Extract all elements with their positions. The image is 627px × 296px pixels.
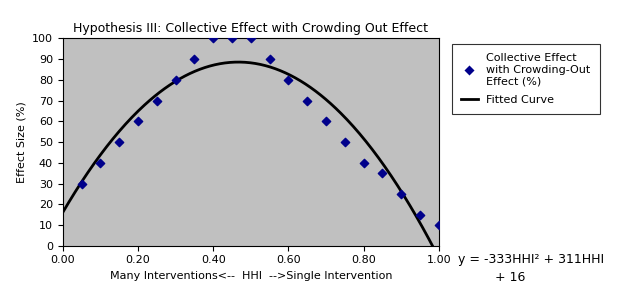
- Point: [95, 160, 105, 165]
- Y-axis label: Effect Size (%): Effect Size (%): [16, 101, 26, 183]
- Text: y = -333HHI² + 311HHI: y = -333HHI² + 311HHI: [458, 253, 604, 266]
- Point: [283, 78, 293, 82]
- Point: [152, 98, 162, 103]
- Point: [189, 57, 199, 62]
- Point: [377, 171, 387, 176]
- Text: + 16: + 16: [495, 271, 525, 284]
- Title: Hypothesis III: Collective Effect with Crowding Out Effect: Hypothesis III: Collective Effect with C…: [73, 22, 428, 35]
- Point: [208, 36, 218, 41]
- Point: [133, 119, 143, 124]
- Point: [114, 140, 124, 144]
- Point: [265, 57, 275, 62]
- X-axis label: Many Interventions<--  HHI  -->Single Intervention: Many Interventions<-- HHI -->Single Inte…: [110, 271, 392, 281]
- Point: [76, 181, 87, 186]
- Point: [434, 223, 444, 227]
- Point: [396, 192, 406, 196]
- Point: [302, 98, 312, 103]
- Legend: Collective Effect
with Crowding-Out
Effect (%), Fitted Curve: Collective Effect with Crowding-Out Effe…: [452, 44, 599, 114]
- Point: [246, 36, 256, 41]
- Point: [171, 78, 181, 82]
- Point: [415, 212, 425, 217]
- Point: [321, 119, 331, 124]
- Point: [227, 36, 237, 41]
- Point: [340, 140, 350, 144]
- Point: [359, 160, 369, 165]
